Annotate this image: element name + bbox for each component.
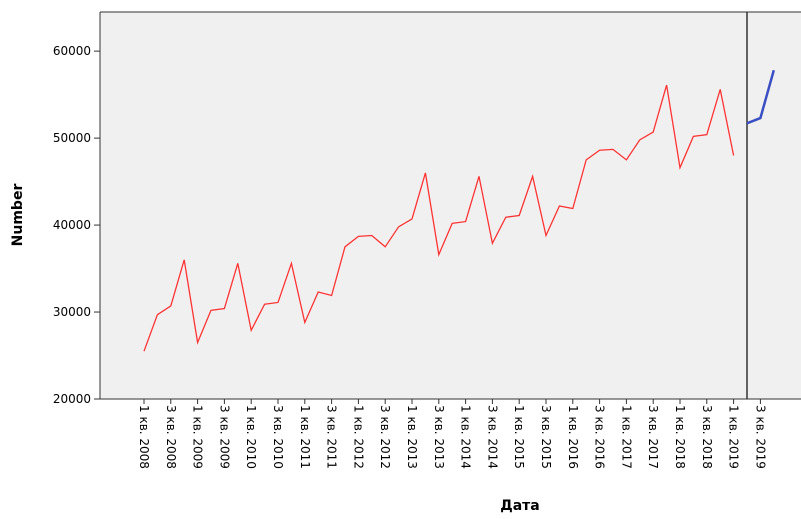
line-series: [143, 84, 735, 352]
x-tick-label: 3 кв. 2016: [593, 405, 607, 469]
x-axis-title: Дата: [500, 498, 539, 514]
x-tick-label: 1 кв. 2018: [673, 405, 687, 469]
y-tick-label: 50000: [53, 131, 91, 145]
x-tick-label: 1 кв. 2013: [405, 405, 419, 469]
y-tick-label: 40000: [53, 218, 91, 232]
y-tick-label: 30000: [53, 305, 91, 319]
y-tick-label: 60000: [53, 44, 91, 58]
x-tick-label: 3 кв. 2010: [271, 405, 285, 469]
x-tick-label: 1 кв. 2008: [137, 405, 151, 469]
x-tick-label: 3 кв. 2011: [325, 405, 339, 469]
x-tick-label: 3 кв. 2018: [700, 405, 714, 469]
x-tick-label: 1 кв. 2017: [619, 405, 633, 469]
x-tick-label: 3 кв. 2012: [378, 405, 392, 469]
x-tick-label: 1 кв. 2014: [459, 405, 473, 469]
x-tick-label: 3 кв. 2014: [485, 405, 499, 469]
x-tick-label: 3 кв. 2009: [217, 405, 231, 469]
x-tick-label: 3 кв. 2019: [753, 405, 767, 469]
x-tick-label: 1 кв. 2012: [351, 405, 365, 469]
x-tick-label: 1 кв. 2009: [191, 405, 205, 469]
y-tick-label: 20000: [53, 392, 91, 406]
x-tick-label: 3 кв. 2015: [539, 405, 553, 469]
x-tick-label: 3 кв. 2017: [646, 405, 660, 469]
line-series: [746, 69, 776, 125]
x-tick-label: 1 кв. 2015: [512, 405, 526, 469]
x-tick-label: 3 кв. 2013: [432, 405, 446, 469]
x-tick-label: 1 кв. 2010: [244, 405, 258, 469]
x-tick-label: 1 кв. 2011: [298, 405, 312, 469]
y-axis-title: Number: [10, 184, 26, 247]
x-tick-label: 1 кв. 2019: [727, 405, 741, 469]
x-tick-label: 1 кв. 2016: [566, 405, 580, 469]
plot-area: [100, 12, 801, 399]
x-tick-label: 3 кв. 2008: [164, 405, 178, 469]
